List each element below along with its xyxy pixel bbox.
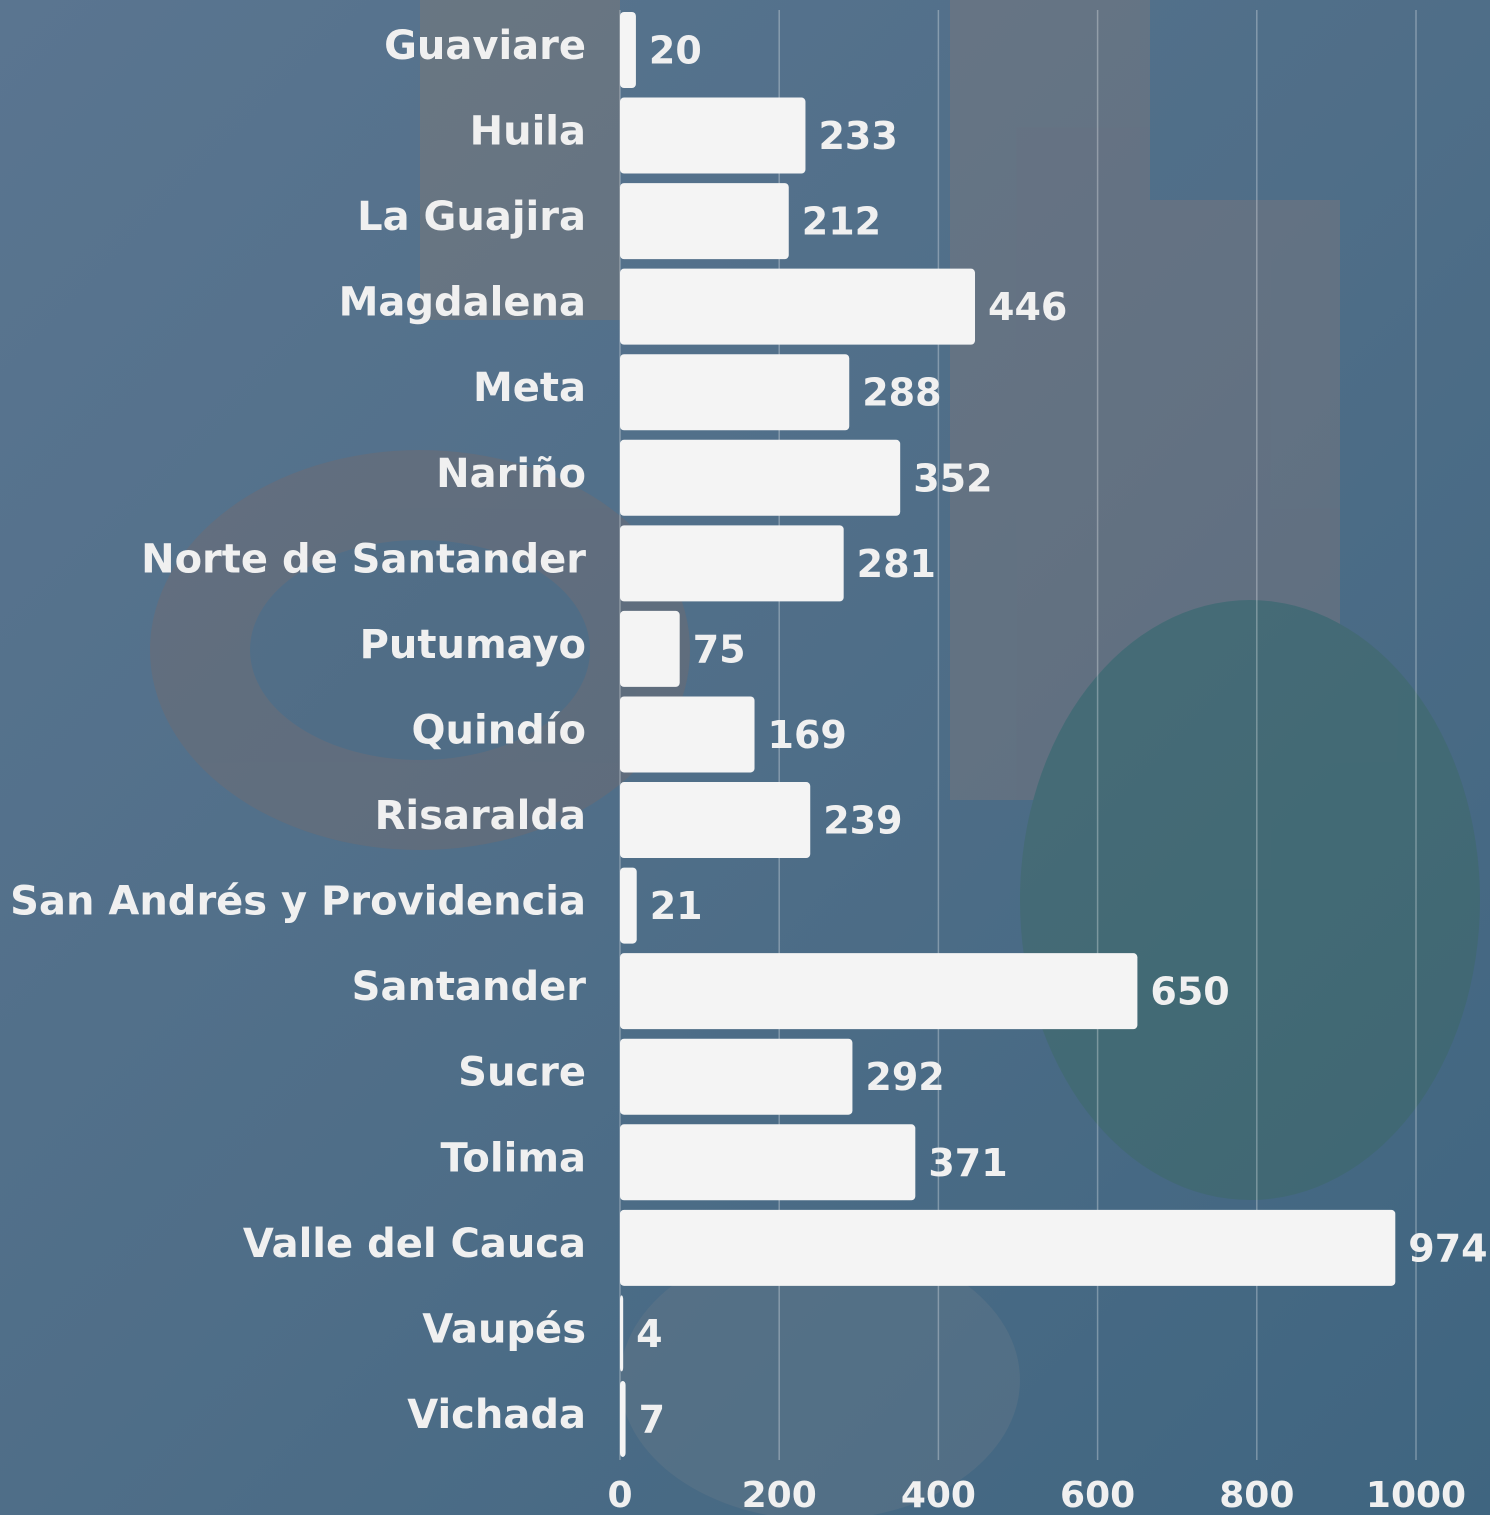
bar bbox=[620, 525, 844, 601]
category-label: Quindío bbox=[412, 707, 587, 753]
x-tick-label: 0 bbox=[607, 1475, 632, 1515]
value-label: 233 bbox=[818, 114, 897, 158]
bar bbox=[620, 1039, 852, 1115]
chart: 0 200 400 600 800 1000 Guaviare 20 Huila 233 La Gu… bbox=[0, 0, 1490, 1515]
category-label: San Andrés y Providencia bbox=[10, 879, 586, 925]
value-label: 212 bbox=[802, 200, 881, 244]
bar bbox=[620, 868, 637, 944]
bar bbox=[620, 1381, 626, 1457]
category-label: Sucre bbox=[458, 1050, 586, 1096]
category-label: Nariño bbox=[436, 451, 586, 497]
value-label: 371 bbox=[928, 1141, 1007, 1185]
bar bbox=[620, 953, 1137, 1029]
category-label: Vichada bbox=[407, 1392, 586, 1438]
x-tick-label: 1000 bbox=[1366, 1475, 1466, 1515]
category-label: Guaviare bbox=[384, 23, 586, 69]
category-label: Vaupés bbox=[422, 1306, 586, 1352]
category-label: Risaralda bbox=[375, 793, 586, 839]
value-label: 288 bbox=[862, 371, 941, 415]
value-label: 446 bbox=[988, 285, 1067, 329]
value-label: 292 bbox=[865, 1055, 944, 1099]
bar bbox=[620, 611, 680, 687]
category-label: La Guajira bbox=[357, 194, 586, 240]
category-label: Magdalena bbox=[339, 280, 586, 326]
category-label: Santander bbox=[352, 964, 587, 1010]
bar bbox=[620, 183, 789, 259]
category-label: Huila bbox=[470, 109, 586, 155]
bar bbox=[620, 696, 755, 772]
x-tick-label: 600 bbox=[1060, 1475, 1135, 1515]
value-label: 974 bbox=[1408, 1226, 1487, 1270]
category-label: Putumayo bbox=[360, 622, 586, 668]
value-label: 20 bbox=[649, 29, 702, 73]
bar bbox=[620, 1124, 915, 1200]
bar bbox=[620, 269, 975, 345]
value-label: 75 bbox=[693, 627, 746, 671]
category-label: Meta bbox=[473, 365, 586, 411]
category-label: Valle del Cauca bbox=[243, 1221, 586, 1267]
value-label: 169 bbox=[768, 713, 847, 757]
value-label: 7 bbox=[639, 1397, 665, 1441]
bar bbox=[620, 12, 636, 88]
value-label: 281 bbox=[857, 542, 936, 586]
value-label: 21 bbox=[650, 884, 703, 928]
value-label: 352 bbox=[913, 456, 992, 500]
bar bbox=[620, 782, 810, 858]
value-label: 4 bbox=[636, 1312, 662, 1356]
bar bbox=[620, 1210, 1395, 1286]
category-label: Norte de Santander bbox=[141, 536, 586, 582]
bar bbox=[620, 98, 805, 174]
category-label: Tolima bbox=[440, 1135, 586, 1181]
value-label: 239 bbox=[823, 799, 902, 843]
bar bbox=[620, 440, 900, 516]
bar bbox=[620, 1295, 623, 1371]
x-tick-label: 400 bbox=[901, 1475, 976, 1515]
x-tick-label: 800 bbox=[1219, 1475, 1294, 1515]
x-tick-label: 200 bbox=[742, 1475, 817, 1515]
bar bbox=[620, 354, 849, 430]
value-label: 650 bbox=[1150, 970, 1229, 1014]
